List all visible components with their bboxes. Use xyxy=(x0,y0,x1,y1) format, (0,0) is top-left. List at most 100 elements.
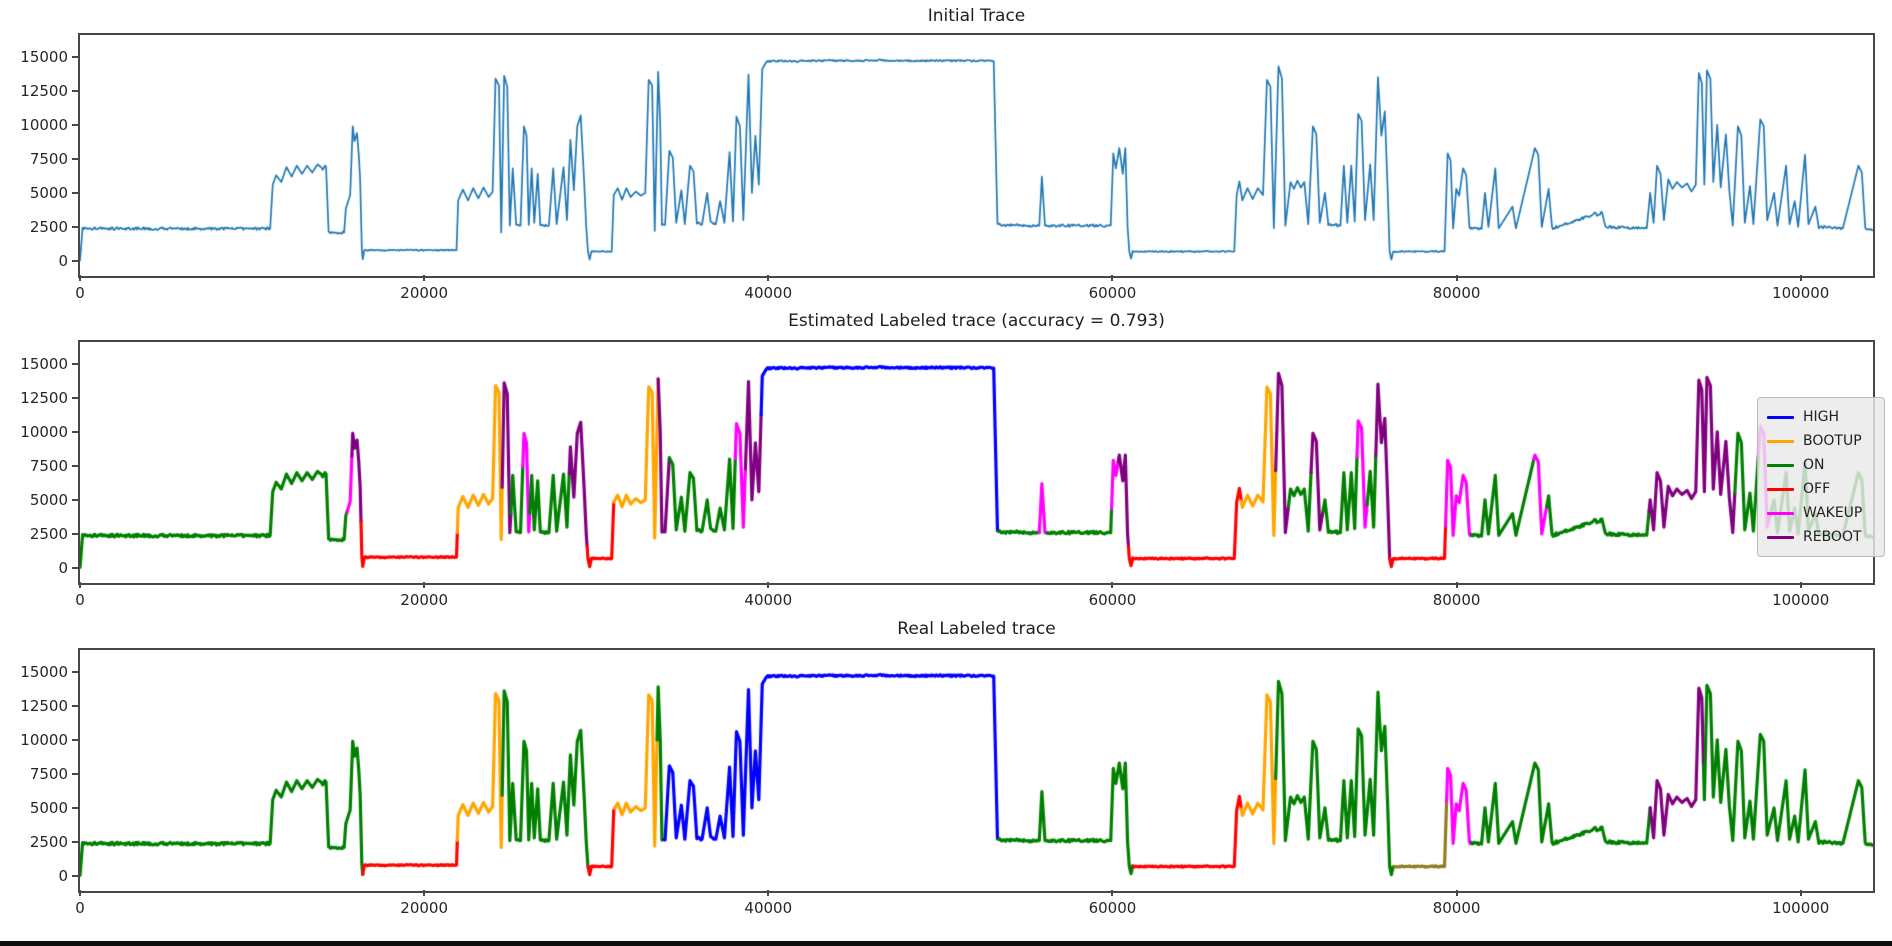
legend-label: REBOOT xyxy=(1803,529,1862,545)
y-tick-label: 0 xyxy=(58,252,68,271)
y-tick-label: 2500 xyxy=(29,524,68,543)
x-tick-label: 60000 xyxy=(1088,284,1137,302)
legend-label: ON xyxy=(1803,457,1825,473)
legend-item-reboot: REBOOT xyxy=(1767,525,1875,549)
plot2-area: HIGH BOOTUP ON OFF WAKEUP REBOOT 0 20000 40000 6… xyxy=(20,340,1885,609)
y-tick-mark xyxy=(72,430,78,433)
x-tick-mark xyxy=(1799,890,1802,896)
legend-item-bootup: BOOTUP xyxy=(1767,429,1875,453)
y-tick-label: 0 xyxy=(58,867,68,886)
plot3-area: 0 20000 40000 60000 80000 100000 0 2500 5000 7500… xyxy=(20,648,1875,917)
legend-line-swatch xyxy=(1767,463,1794,467)
y-tick-label: 7500 xyxy=(29,764,68,783)
y-tick-mark xyxy=(72,260,78,263)
y-tick-mark xyxy=(72,123,78,126)
y-tick-label: 5000 xyxy=(29,183,68,202)
legend-label: OFF xyxy=(1803,481,1831,497)
x-tick-mark xyxy=(1111,582,1114,588)
y-tick-mark xyxy=(72,738,78,741)
y-tick-mark xyxy=(72,55,78,58)
x-tick-label: 60000 xyxy=(1088,591,1137,609)
y-tick-mark xyxy=(72,157,78,160)
y-tick-mark xyxy=(72,704,78,707)
x-tick-label: 0 xyxy=(75,591,85,609)
legend-line-swatch xyxy=(1767,439,1794,443)
plot3-title: Real Labeled trace xyxy=(897,619,1056,639)
legend: HIGH BOOTUP ON OFF WAKEUP REBOOT xyxy=(1757,397,1885,557)
x-tick-mark xyxy=(1799,582,1802,588)
y-tick-label: 10000 xyxy=(20,115,68,134)
x-tick-mark xyxy=(767,582,770,588)
y-tick-mark xyxy=(72,875,78,878)
x-tick-mark xyxy=(79,275,81,281)
x-tick-label: 20000 xyxy=(400,591,448,609)
legend-line-swatch xyxy=(1767,511,1794,515)
x-tick-label: 80000 xyxy=(1432,591,1481,609)
x-tick-label: 20000 xyxy=(400,284,448,302)
y-tick-mark xyxy=(72,89,78,92)
plot2-trace-canvas xyxy=(80,342,1873,583)
plot1-trace-canvas xyxy=(80,35,1873,276)
y-tick-label: 10000 xyxy=(20,422,68,441)
x-tick-mark xyxy=(1799,275,1802,281)
x-tick-mark xyxy=(423,275,426,281)
y-tick-label: 12500 xyxy=(20,81,68,100)
y-tick-label: 15000 xyxy=(20,354,68,373)
y-tick-label: 5000 xyxy=(29,490,68,509)
legend-item-off: OFF xyxy=(1767,477,1875,501)
y-tick-label: 7500 xyxy=(29,456,68,475)
y-tick-mark xyxy=(72,498,78,501)
x-tick-mark xyxy=(767,890,770,896)
legend-label: HIGH xyxy=(1803,409,1840,425)
y-tick-label: 15000 xyxy=(20,47,68,66)
x-tick-mark xyxy=(767,275,770,281)
x-tick-mark xyxy=(1111,890,1114,896)
plot2-title: Estimated Labeled trace (accuracy = 0.79… xyxy=(788,311,1165,331)
plot1-area: 0 20000 40000 60000 80000 100000 0 2500 5000 7500… xyxy=(20,33,1875,302)
y-tick-mark xyxy=(72,464,78,467)
x-tick-label: 0 xyxy=(75,899,85,917)
y-tick-label: 7500 xyxy=(29,149,68,168)
y-tick-label: 5000 xyxy=(29,798,68,817)
y-tick-label: 2500 xyxy=(29,832,68,851)
legend-item-on: ON xyxy=(1767,453,1875,477)
x-tick-mark xyxy=(1455,275,1458,281)
x-tick-mark xyxy=(1111,275,1114,281)
y-tick-label: 10000 xyxy=(20,730,68,749)
y-tick-mark xyxy=(72,772,78,775)
y-tick-mark xyxy=(72,396,78,399)
y-tick-label: 0 xyxy=(58,559,68,578)
y-tick-mark xyxy=(72,362,78,365)
y-tick-mark xyxy=(72,567,78,570)
y-tick-mark xyxy=(72,225,78,228)
legend-item-high: HIGH xyxy=(1767,405,1875,429)
legend-item-wakeup: WAKEUP xyxy=(1767,501,1875,525)
x-tick-label: 100000 xyxy=(1772,591,1830,609)
x-tick-mark xyxy=(1455,582,1458,588)
x-tick-label: 20000 xyxy=(400,899,448,917)
x-tick-label: 80000 xyxy=(1432,284,1481,302)
x-tick-label: 80000 xyxy=(1432,899,1481,917)
x-tick-mark xyxy=(423,582,426,588)
y-tick-label: 15000 xyxy=(20,662,68,681)
plot3-trace-canvas xyxy=(80,650,1873,891)
x-tick-label: 40000 xyxy=(744,591,793,609)
bottom-bar xyxy=(0,941,1892,946)
x-tick-label: 40000 xyxy=(744,284,793,302)
y-tick-mark xyxy=(72,806,78,809)
x-tick-mark xyxy=(79,582,81,588)
x-tick-label: 100000 xyxy=(1772,284,1830,302)
y-tick-label: 2500 xyxy=(29,217,68,236)
x-tick-label: 40000 xyxy=(744,899,793,917)
y-tick-mark xyxy=(72,191,78,194)
legend-label: BOOTUP xyxy=(1803,433,1862,449)
y-tick-label: 12500 xyxy=(20,388,68,407)
legend-line-swatch xyxy=(1767,487,1794,491)
x-tick-label: 100000 xyxy=(1772,899,1830,917)
y-tick-mark xyxy=(72,840,78,843)
x-tick-mark xyxy=(79,890,81,896)
legend-line-swatch xyxy=(1767,415,1794,419)
legend-label: WAKEUP xyxy=(1803,505,1863,521)
x-tick-mark xyxy=(423,890,426,896)
